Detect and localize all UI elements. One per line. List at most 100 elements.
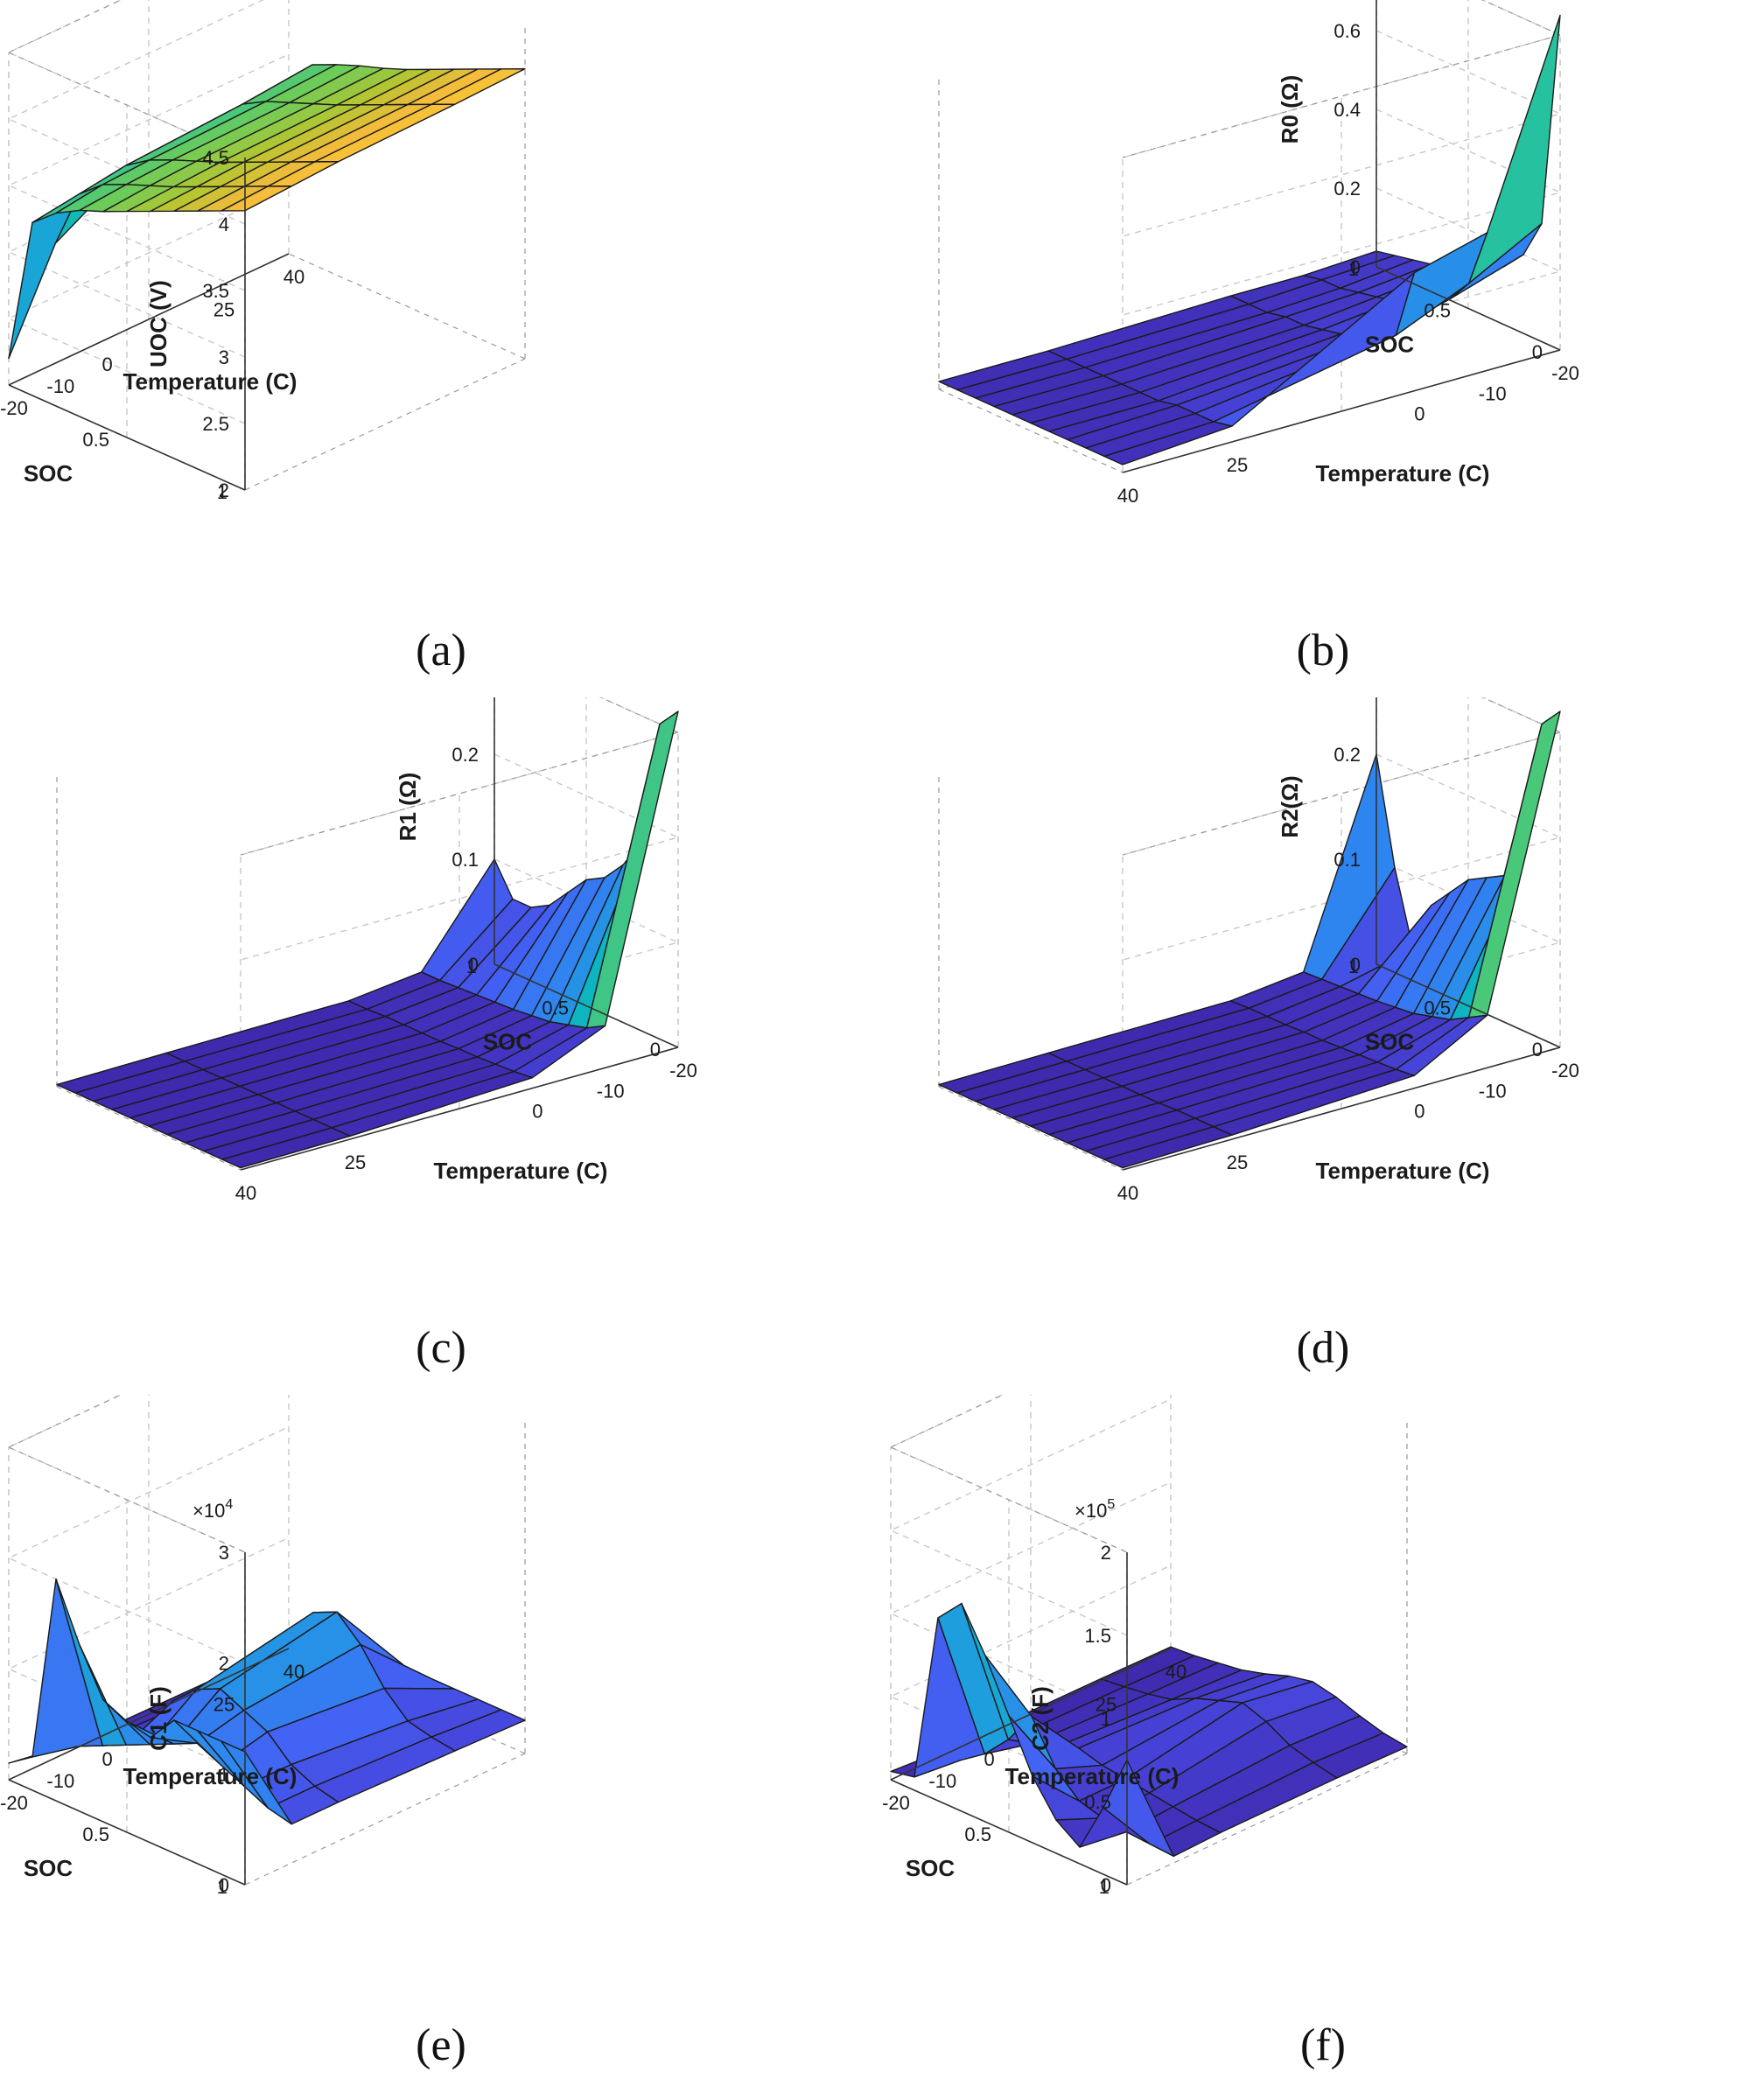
y-axis-label: SOC: [1365, 332, 1415, 358]
z-tick-label: 2: [1101, 1542, 1111, 1564]
surface-patch: [220, 1740, 293, 1825]
x-tick-label: 25: [214, 1694, 234, 1716]
z-tick-label: 2: [219, 480, 229, 501]
surface-c: [56, 710, 679, 1169]
y-axis-label: SOC: [24, 1855, 74, 1881]
x-tick-label: -20: [1551, 362, 1579, 384]
z-tick-label: 0: [1101, 1874, 1111, 1896]
box-edge: [890, 1446, 1128, 1553]
x-tick-label: -20: [1551, 1060, 1579, 1082]
y-tick-label: 1: [466, 956, 477, 977]
axis-line: [8, 384, 246, 491]
x-tick-label: 40: [235, 1182, 256, 1204]
surface-f: [890, 1602, 1408, 1858]
x-tick-label: 0: [102, 354, 113, 375]
x-tick-label: 0: [1414, 1101, 1424, 1123]
x-tick-label: -10: [928, 1770, 956, 1792]
y-tick-label: 0: [650, 1039, 661, 1060]
z-tick-label: 1: [219, 1763, 229, 1785]
z-tick-label: 0: [468, 954, 479, 976]
chart-svg-d: 00.10.20.3-20-100254000.51R2(Ω)Temperatu…: [938, 697, 1579, 1373]
y-tick-label: 0.5: [82, 429, 109, 451]
x-tick-label: -10: [1479, 1080, 1507, 1102]
x-tick-label: 0: [532, 1101, 542, 1123]
axis-line: [1122, 1046, 1561, 1171]
z-gridline: [1122, 697, 1563, 856]
z-tick-label: 1.5: [1084, 1625, 1111, 1647]
x-axis-label: Temperature (C): [1316, 460, 1490, 486]
z-tick-label: 0.5: [1084, 1791, 1111, 1813]
z-tick-label: 2.5: [202, 413, 229, 435]
x-axis-label: Temperature (C): [434, 1158, 608, 1184]
box-edge: [1481, 697, 1561, 733]
z-gridline: [240, 753, 681, 961]
z-gridline: [1122, 30, 1563, 237]
box-edge: [938, 388, 1124, 473]
z-gridline: [1122, 0, 1563, 158]
x-tick-label: 25: [1227, 454, 1248, 476]
z-tick-label: 0.4: [1334, 99, 1361, 121]
surface-a: [8, 64, 526, 360]
z-tick-label: 0.2: [452, 744, 479, 766]
y-tick-label: 0.5: [964, 1824, 991, 1845]
axis-line: [890, 1648, 1172, 1781]
z-tick-label: 1: [1101, 1708, 1111, 1730]
box-edge: [599, 697, 679, 733]
x-tick-label: 0: [984, 1748, 995, 1770]
x-tick-label: 25: [1096, 1694, 1116, 1716]
y-axis-label: SOC: [24, 460, 74, 486]
box-edge: [56, 1086, 242, 1171]
surface-patch: [1103, 421, 1233, 466]
y-tick-label: 0.5: [1424, 998, 1451, 1019]
surface-patch: [1103, 1126, 1233, 1169]
exponent-label: ×105: [1074, 1497, 1115, 1522]
axis-line: [1376, 963, 1561, 1048]
y-tick-label: 0: [1532, 1039, 1543, 1060]
z-tick-label: 2: [219, 1653, 229, 1675]
box-edge: [1122, 732, 1561, 856]
y-axis-label: SOC: [1365, 1029, 1415, 1055]
z-tick-label: 3: [219, 346, 229, 368]
z-gridline: [1122, 108, 1563, 316]
exponent-label: ×104: [192, 1497, 233, 1522]
surface-patch: [221, 1127, 351, 1169]
z-tick-label: 0.2: [1334, 744, 1361, 766]
z-axis-label: C2 (F): [1027, 1686, 1054, 1751]
y-tick-label: 0.5: [542, 998, 569, 1019]
box-edge: [1481, 0, 1561, 36]
x-tick-label: -20: [882, 1792, 910, 1814]
x-tick-label: 25: [345, 1152, 366, 1173]
axis-line: [240, 1046, 679, 1171]
grid-e: [7, 1395, 526, 1886]
x-tick-label: 40: [1166, 1661, 1186, 1683]
surface-d: [938, 710, 1561, 1169]
axis-line: [8, 1648, 290, 1781]
surface-patch: [1467, 710, 1561, 1018]
x-tick-label: -10: [46, 375, 74, 397]
surface-patch: [32, 1578, 104, 1758]
z-tick-label: 0.1: [452, 849, 479, 871]
y-tick-label: 1: [1348, 258, 1359, 280]
axis-line: [890, 1779, 1128, 1886]
x-tick-label: -10: [597, 1080, 625, 1102]
y-tick-label: 0.5: [82, 1824, 109, 1845]
panel-caption: (c): [416, 1323, 466, 1373]
surface-patch: [220, 186, 293, 212]
z-tick-label: 3: [219, 1542, 229, 1564]
surface-b: [938, 14, 1561, 466]
panel-caption: (f): [1300, 2020, 1346, 2070]
x-axis-label: Temperature (C): [1316, 1158, 1490, 1184]
x-tick-label: 25: [214, 299, 234, 321]
x-tick-label: 0: [102, 1748, 113, 1770]
x-tick-label: -20: [0, 397, 28, 419]
surface-patch: [1102, 1759, 1175, 1858]
z-axis-label: R2(Ω): [1277, 775, 1303, 837]
x-tick-label: 40: [1117, 485, 1138, 507]
